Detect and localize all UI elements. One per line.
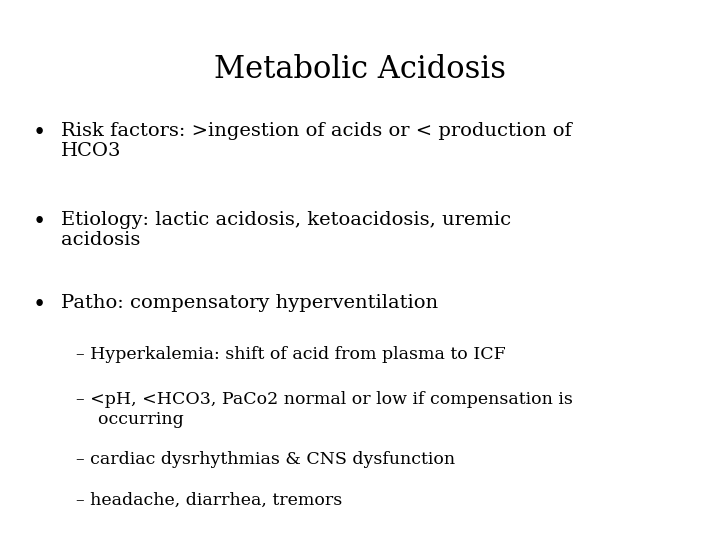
Text: Etiology: lactic acidosis, ketoacidosis, uremic
acidosis: Etiology: lactic acidosis, ketoacidosis,… bbox=[61, 211, 511, 249]
Text: Patho: compensatory hyperventilation: Patho: compensatory hyperventilation bbox=[61, 294, 438, 312]
Text: Risk factors: >ingestion of acids or < production of
HCO3: Risk factors: >ingestion of acids or < p… bbox=[61, 122, 572, 160]
Text: – cardiac dysrhythmias & CNS dysfunction: – cardiac dysrhythmias & CNS dysfunction bbox=[76, 451, 455, 468]
Text: •: • bbox=[33, 294, 46, 316]
Text: – <pH, <HCO3, PaCo2 normal or low if compensation is
    occurring: – <pH, <HCO3, PaCo2 normal or low if com… bbox=[76, 392, 572, 428]
Text: – headache, diarrhea, tremors: – headache, diarrhea, tremors bbox=[76, 491, 342, 508]
Text: •: • bbox=[33, 122, 46, 144]
Text: Metabolic Acidosis: Metabolic Acidosis bbox=[214, 54, 506, 85]
Text: •: • bbox=[33, 211, 46, 233]
Text: – Hyperkalemia: shift of acid from plasma to ICF: – Hyperkalemia: shift of acid from plasm… bbox=[76, 346, 505, 362]
